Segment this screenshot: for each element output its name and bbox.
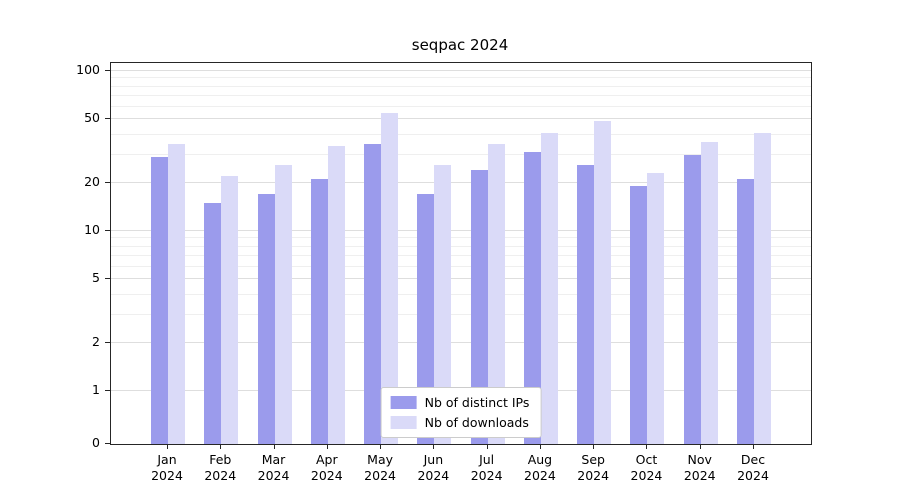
- gridline: [111, 237, 811, 239]
- bar-downloads: [168, 143, 185, 444]
- y-tick-mark: [105, 278, 110, 280]
- gridline: [111, 245, 811, 247]
- y-tick-mark: [105, 118, 110, 120]
- legend-label-distinct-ips: Nb of distinct IPs: [424, 395, 530, 410]
- y-tick-mark: [105, 443, 110, 444]
- y-tick-mark: [105, 181, 110, 183]
- bar-downloads: [327, 145, 345, 444]
- gridline: [111, 293, 811, 295]
- x-tick-label: Aug 2024: [524, 452, 556, 483]
- gridline: [111, 133, 811, 135]
- x-tick-mark: [699, 444, 701, 449]
- bar-distinct-ips: [523, 152, 541, 444]
- y-tick-mark: [105, 70, 110, 71]
- x-tick-label: Jul 2024: [470, 452, 503, 483]
- y-tick-label: 2: [92, 333, 100, 349]
- y-tick-label: 10: [84, 222, 100, 237]
- y-tick-label: 20: [84, 173, 100, 189]
- x-tick-label: Apr 2024: [310, 452, 343, 483]
- x-tick-label: Jan 2024: [151, 452, 183, 483]
- legend: Nb of distinct IPs Nb of downloads: [380, 387, 542, 438]
- legend-label-downloads: Nb of downloads: [424, 415, 529, 430]
- x-tick-label: Oct 2024: [630, 452, 663, 483]
- y-tick-label: 0: [92, 435, 100, 450]
- x-tick-label: Sep 2024: [577, 452, 610, 483]
- gridline: [111, 313, 811, 315]
- bar-downloads: [594, 120, 612, 444]
- x-tick-mark: [220, 444, 222, 449]
- y-tick-mark: [105, 230, 110, 231]
- x-tick-mark: [433, 444, 435, 449]
- gridline: [111, 230, 811, 231]
- bar-distinct-ips: [683, 154, 701, 444]
- legend-swatch-downloads-icon: [390, 416, 417, 429]
- gridline: [111, 77, 811, 79]
- gridline: [111, 254, 811, 256]
- x-tick-label: Nov 2024: [683, 452, 716, 483]
- x-tick-label: Feb 2024: [204, 452, 237, 483]
- legend-swatch-distinct-ips-icon: [390, 396, 417, 409]
- x-tick-label: Dec 2024: [737, 452, 769, 483]
- bar-downloads: [647, 173, 665, 444]
- bar-distinct-ips: [204, 202, 222, 444]
- x-tick-label: Jun 2024: [417, 452, 450, 483]
- y-tick-label: 50: [84, 110, 100, 126]
- y-tick-label: 100: [76, 62, 100, 77]
- gridline: [111, 153, 811, 155]
- gridline: [111, 118, 811, 120]
- gridline: [111, 70, 811, 71]
- y-tick-mark: [105, 341, 110, 343]
- plot-area: Nb of distinct IPs Nb of downloads: [110, 62, 812, 445]
- bar-distinct-ips: [417, 194, 435, 444]
- bar-distinct-ips: [364, 143, 382, 444]
- bar-downloads: [221, 176, 239, 444]
- bar-distinct-ips: [630, 186, 648, 444]
- x-tick-mark: [380, 444, 382, 449]
- bar-downloads: [274, 164, 292, 444]
- legend-item-downloads: Nb of downloads: [390, 415, 530, 430]
- bar-downloads: [434, 164, 452, 444]
- bar-distinct-ips: [257, 194, 275, 444]
- bar-distinct-ips: [737, 179, 754, 444]
- legend-item-distinct-ips: Nb of distinct IPs: [390, 395, 530, 410]
- x-tick-mark: [486, 444, 488, 449]
- bar-distinct-ips: [151, 157, 168, 444]
- bar-distinct-ips: [310, 179, 328, 444]
- x-tick-mark: [593, 444, 595, 449]
- y-tick-mark: [105, 390, 110, 391]
- bar-downloads: [540, 132, 558, 444]
- x-tick-mark: [273, 444, 275, 449]
- x-tick-label: Mar 2024: [257, 452, 290, 483]
- bar-downloads: [700, 142, 718, 444]
- gridline: [111, 278, 811, 280]
- bar-distinct-ips: [470, 170, 488, 444]
- gridline: [111, 94, 811, 96]
- gridline: [111, 341, 811, 343]
- gridline: [111, 181, 811, 183]
- x-tick-mark: [326, 444, 328, 449]
- x-tick-mark: [753, 444, 754, 449]
- gridline: [111, 85, 811, 87]
- x-tick-mark: [539, 444, 541, 449]
- gridline: [111, 105, 811, 107]
- y-tick-label: 5: [92, 270, 100, 286]
- x-tick-mark: [167, 444, 168, 449]
- x-tick-label: May 2024: [364, 452, 396, 483]
- bar-downloads: [754, 132, 771, 444]
- chart-title: seqpac 2024: [411, 36, 509, 54]
- bar-downloads: [487, 143, 505, 444]
- bar-downloads: [381, 112, 399, 444]
- y-tick-label: 1: [92, 382, 100, 397]
- bar-distinct-ips: [577, 164, 595, 444]
- gridline: [111, 265, 811, 267]
- x-tick-mark: [646, 444, 648, 449]
